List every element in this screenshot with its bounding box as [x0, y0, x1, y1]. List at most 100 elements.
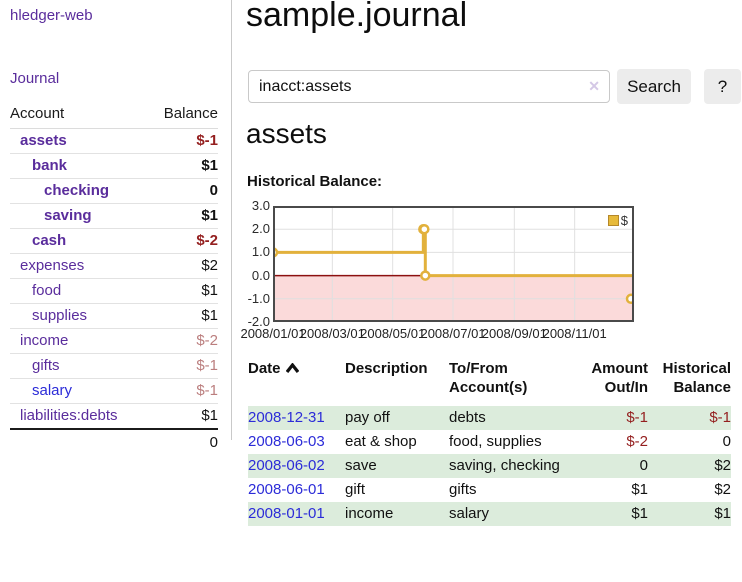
- account-row-cash: cash $-2: [10, 228, 218, 254]
- account-link-gifts[interactable]: gifts: [32, 357, 60, 374]
- y-tick-label: 1.0: [251, 244, 270, 260]
- chart-y-axis: 3.0 2.0 1.0 0.0 -1.0 -2.0: [246, 198, 272, 329]
- transaction-accounts: debts: [449, 406, 571, 430]
- register-col-amount: Amount Out/In: [591, 360, 648, 396]
- search-button[interactable]: Search: [617, 69, 691, 104]
- chart-legend: $: [607, 213, 628, 228]
- help-button[interactable]: ?: [704, 69, 741, 104]
- account-row-gifts: gifts $-1: [10, 353, 218, 379]
- register-header-row: Date Description To/From Account(s) Amou…: [248, 359, 731, 406]
- account-link-income[interactable]: income: [20, 332, 69, 349]
- account-row-saving: saving $1: [10, 203, 218, 229]
- account-link-saving[interactable]: saving: [44, 207, 92, 224]
- register-table: Date Description To/From Account(s) Amou…: [248, 359, 731, 526]
- transaction-accounts: food, supplies: [449, 433, 542, 450]
- chart-plot-area[interactable]: $: [273, 206, 634, 322]
- transaction-amount: $-1: [571, 406, 648, 430]
- transaction-accounts: salary: [449, 502, 571, 526]
- x-tick-label: 2008/05/01: [360, 326, 426, 341]
- transaction-amount: $1: [571, 502, 648, 526]
- account-balance: $1: [148, 403, 218, 430]
- app-title-link[interactable]: hledger-web: [10, 7, 93, 24]
- account-balance: $1: [148, 278, 218, 304]
- account-row-food: food $1: [10, 278, 218, 304]
- chart-x-axis: 2008/01/01 2008/03/01 2008/05/01 2008/07/01…: [240, 326, 634, 344]
- account-column-header: Account: [10, 100, 149, 129]
- x-tick-label: 2008/09/01: [481, 326, 547, 341]
- account-balance: $-2: [148, 228, 218, 254]
- transaction-accounts: gifts: [449, 481, 477, 498]
- accounts-header-row: Account Balance: [10, 100, 218, 129]
- account-link-liabilities-debts[interactable]: liabilities:debts: [20, 407, 118, 424]
- account-row-income: income $-2: [10, 328, 218, 354]
- transaction-description: save: [345, 454, 449, 478]
- y-tick-label: 2.0: [251, 221, 270, 237]
- x-tick-label: 2008/11/01: [542, 326, 607, 341]
- account-link-expenses[interactable]: expenses: [20, 257, 85, 274]
- account-link-salary[interactable]: salary: [32, 382, 73, 399]
- account-link-bank[interactable]: bank: [32, 157, 68, 174]
- transaction-balance: $1: [648, 502, 731, 526]
- accounts-total-row: 0: [10, 428, 218, 456]
- transaction-description: pay off: [345, 406, 449, 430]
- transaction-description: income: [345, 502, 449, 526]
- clear-search-icon[interactable]: ✕: [588, 78, 600, 94]
- register-row: 2008-06-01 gift gifts $1 $2: [248, 478, 731, 502]
- y-tick-label: -2.0: [247, 314, 270, 329]
- transaction-date-link[interactable]: 2008-06-03: [248, 433, 325, 450]
- transaction-date-link[interactable]: 2008-12-31: [248, 409, 325, 426]
- transaction-date-link[interactable]: 2008-06-01: [248, 481, 325, 498]
- y-tick-label: 0.0: [251, 267, 270, 283]
- transaction-accounts: saving, checking: [449, 454, 571, 478]
- account-balance: $1: [148, 303, 218, 329]
- account-row-bank: bank $1: [10, 153, 218, 179]
- register-col-accounts: To/From Account(s): [449, 360, 528, 396]
- account-link-food[interactable]: food: [32, 282, 62, 299]
- transaction-amount: $-2: [626, 433, 648, 450]
- register-row: 2008-06-03 eat & shop food, supplies $-2…: [248, 430, 731, 454]
- account-row-assets: assets $-1: [10, 128, 218, 154]
- account-balance: $-1: [148, 378, 218, 404]
- account-row-salary: salary $-1: [10, 378, 218, 404]
- legend-label: $: [620, 213, 628, 228]
- account-link-checking[interactable]: checking: [44, 182, 110, 199]
- transaction-date-link[interactable]: 2008-06-02: [248, 457, 325, 474]
- legend-swatch-icon: [607, 215, 619, 226]
- account-row-checking: checking 0: [10, 178, 218, 204]
- account-balance: $-1: [148, 353, 218, 379]
- account-link-supplies[interactable]: supplies: [32, 307, 88, 324]
- account-heading: assets: [246, 118, 327, 149]
- transaction-balance: $2: [648, 454, 731, 478]
- register-row: 2008-06-02 save saving, checking 0 $2: [248, 454, 731, 478]
- x-tick-label: 2008/07/01: [420, 326, 486, 341]
- account-balance: $2: [148, 253, 218, 279]
- balance-column-header: Balance: [148, 100, 218, 129]
- historical-balance-chart[interactable]: 3.0 2.0 1.0 0.0 -1.0 -2.0 $ 2008/01/01 2008/03…: [240, 198, 646, 346]
- historical-balance-label: Historical Balance:: [247, 173, 383, 190]
- transaction-amount: $1: [631, 481, 648, 498]
- transaction-date-link[interactable]: 2008-01-01: [248, 505, 325, 522]
- transaction-amount: 0: [571, 454, 648, 478]
- account-balance: $1: [148, 203, 218, 229]
- y-tick-label: 3.0: [251, 198, 270, 213]
- search-input-wrapper: ✕: [248, 70, 610, 103]
- account-link-assets[interactable]: assets: [20, 132, 67, 149]
- register-row: 2008-12-31 pay off debts $-1 $-1: [248, 406, 731, 430]
- sidebar-item-journal[interactable]: Journal: [10, 70, 60, 87]
- x-tick-label: 2008/03/01: [299, 326, 365, 341]
- accounts-total-value: 0: [148, 428, 218, 456]
- register-col-balance: Historical Balance: [662, 360, 731, 396]
- account-balance: $1: [148, 153, 218, 179]
- transaction-balance: $-1: [648, 406, 731, 430]
- date-header-label: Date: [248, 360, 281, 377]
- transaction-balance: $2: [714, 481, 731, 498]
- transaction-description: eat & shop: [345, 433, 417, 450]
- register-col-date[interactable]: Date: [248, 359, 345, 406]
- page-title: sample.journal: [246, 0, 468, 34]
- sort-asc-icon: [285, 359, 299, 378]
- chart-canvas: [273, 206, 634, 322]
- transaction-balance: 0: [722, 433, 731, 450]
- account-link-cash[interactable]: cash: [32, 232, 67, 249]
- x-tick-label: 2008/01/01: [240, 326, 306, 341]
- search-input[interactable]: [248, 70, 610, 103]
